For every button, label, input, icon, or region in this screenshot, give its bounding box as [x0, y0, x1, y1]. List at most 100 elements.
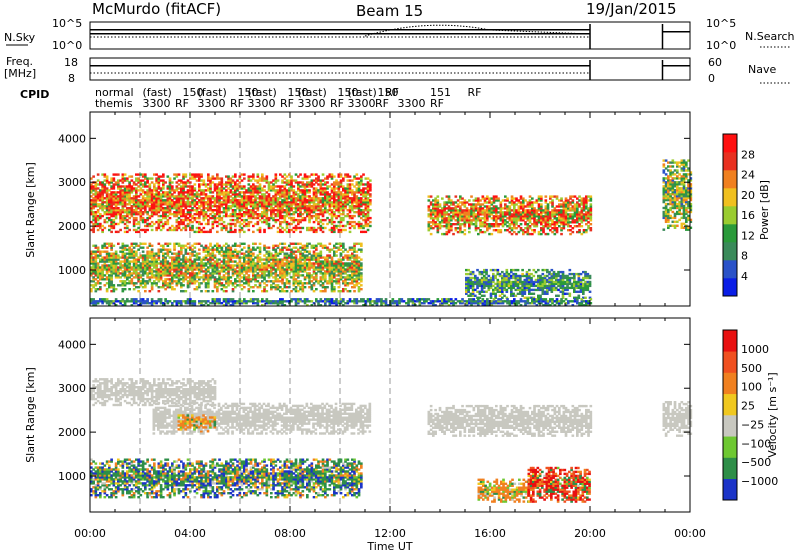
echo-cell [267, 189, 271, 192]
echo-cell [146, 199, 149, 202]
beam-title: Beam 15 [356, 2, 423, 20]
echo-cell [96, 195, 100, 198]
echo-cell [335, 260, 338, 263]
echo-cell [328, 203, 332, 206]
echo-cell [276, 262, 280, 265]
echo-cell [315, 244, 318, 247]
echo-cell [450, 225, 453, 228]
echo-cell [510, 203, 514, 206]
echo-cell [162, 260, 165, 263]
echo-cell [193, 246, 197, 249]
echo-cell [265, 252, 269, 255]
echo-cell [225, 209, 228, 212]
echo-cell [211, 268, 215, 271]
echo-cell [173, 228, 176, 232]
echo-cell [155, 270, 158, 273]
echo-cell [121, 193, 125, 196]
echo-cell [299, 262, 302, 265]
echo-cell [443, 207, 446, 210]
echo-cell [128, 266, 131, 269]
echo-cell [121, 203, 125, 206]
echo-cell [216, 191, 219, 194]
echo-cell [92, 252, 95, 255]
echo-cell [272, 197, 275, 200]
echo-cell [360, 201, 363, 204]
echo-cell [357, 224, 361, 228]
echo-cell [209, 181, 212, 184]
echo-cell [447, 213, 451, 216]
echo-cell [238, 272, 242, 275]
echo-cell [105, 220, 109, 224]
echo-cell [191, 193, 194, 196]
echo-cell [281, 274, 284, 277]
echo-cell [195, 216, 199, 220]
echo-cell [193, 280, 197, 283]
echo-cell [101, 224, 104, 228]
echo-cell [274, 254, 278, 257]
echo-cell [324, 274, 327, 277]
echo-cell [153, 203, 156, 206]
echo-cell [353, 177, 356, 180]
echo-cell [216, 262, 219, 265]
echo-cell [362, 226, 365, 230]
echo-cell [119, 211, 122, 214]
echo-cell [355, 278, 359, 281]
echo-cell [445, 195, 449, 198]
echo-cell [112, 183, 116, 186]
echo-cell [333, 266, 336, 269]
echo-cell [303, 211, 307, 214]
echo-cell [301, 177, 305, 180]
echo-cell [247, 282, 251, 285]
echo-cell [159, 203, 163, 206]
echo-cell [108, 216, 111, 220]
echo-cell [132, 284, 136, 287]
echo-cell [227, 282, 230, 285]
echo-cell [281, 203, 284, 206]
echo-cell [265, 280, 269, 283]
echo-cell [326, 222, 329, 226]
echo-cell [222, 193, 226, 196]
echo-cell [101, 266, 104, 269]
echo-cell [240, 201, 244, 204]
echo-cell [247, 195, 251, 198]
echo-cell [177, 183, 181, 186]
echo-cell [470, 219, 473, 222]
echo-cell [333, 207, 336, 210]
echo-cell [130, 205, 134, 208]
echo-cell [112, 226, 116, 230]
echo-cell [321, 189, 325, 192]
echo-cell [105, 187, 109, 190]
echo-cell [222, 195, 226, 198]
echo-cell [317, 209, 320, 212]
echo-cell [283, 173, 287, 176]
echo-cell [330, 213, 334, 216]
echo-cell [128, 207, 131, 210]
echo-cell [227, 262, 230, 265]
echo-cell [229, 228, 233, 232]
echo-cell [112, 270, 116, 273]
echo-cell [513, 215, 516, 218]
echo-cell [285, 246, 289, 249]
echo-cell [180, 270, 183, 273]
echo-cell [211, 274, 215, 277]
echo-cell [353, 258, 356, 261]
echo-cell [146, 185, 149, 188]
echo-cell [256, 286, 260, 289]
echo-cell [130, 201, 134, 204]
echo-cell [159, 278, 163, 281]
echo-cell [495, 221, 498, 224]
echo-cell [207, 230, 210, 234]
echo-cell [252, 183, 255, 186]
echo-cell [463, 201, 467, 204]
echo-cell [312, 278, 316, 281]
echo-cell [162, 280, 165, 283]
echo-cell [110, 211, 113, 214]
echo-cell [330, 173, 334, 176]
echo-cell [189, 203, 192, 206]
echo-cell [292, 282, 296, 285]
echo-cell [180, 195, 183, 198]
echo-cell [470, 207, 473, 210]
echo-cell [477, 227, 480, 230]
echo-cell [326, 282, 329, 285]
echo-cell [432, 205, 435, 208]
